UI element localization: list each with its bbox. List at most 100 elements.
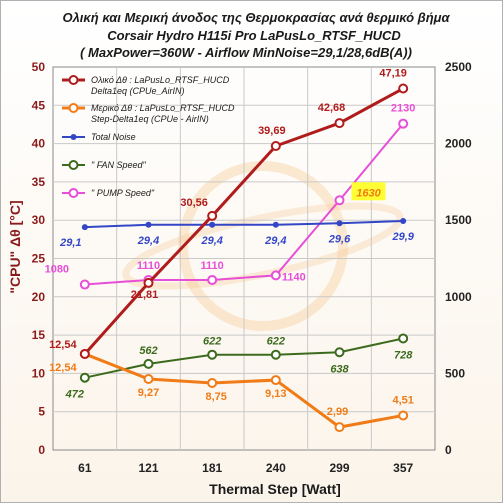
- series-2-data-label: 29,6: [328, 233, 351, 245]
- series-3-point: [207, 349, 218, 360]
- series-0-point: [207, 210, 218, 221]
- series-3-data-label: 562: [139, 345, 157, 357]
- series-0-point: [398, 83, 409, 94]
- series-3-data-label: 728: [394, 349, 413, 361]
- series-1-point: [270, 375, 281, 386]
- y-right-tick-label: 500: [445, 366, 465, 380]
- y-right-tick-label: 1500: [445, 213, 472, 227]
- series-line-0: [83, 87, 404, 355]
- y-right-tick-label: 2500: [445, 60, 472, 74]
- series-1-data-label: 2,99: [327, 406, 348, 418]
- data-labels: 12,54 21,81 30,56 39,69 42,68 47,19 12,54 9,27 8…: [45, 68, 416, 419]
- y-right-tick-label: 1000: [445, 290, 472, 304]
- series-1-point: [143, 373, 154, 384]
- series-1-data-label: 9,13: [265, 388, 286, 400]
- y-left-tick-label: 30: [32, 213, 46, 227]
- series-3-data-label: 622: [203, 336, 221, 348]
- legend-entry-label: Μερικό Δθ : LaPusLo_RTSF_HUCD Step-Delta1…: [91, 103, 235, 124]
- series-4-data-label: 1080: [45, 264, 69, 276]
- x-tick-label: 181: [202, 461, 222, 475]
- series-1-data-label: 4,51: [392, 394, 413, 406]
- series-layer: [79, 83, 409, 433]
- series-0-data-label: 21,81: [131, 289, 159, 301]
- chart-title-line-2: Corsair Hydro H115i Pro LaPusLo_RTSF_HUC…: [107, 28, 401, 43]
- series-4-data-label: 1110: [201, 260, 224, 272]
- series-2-point: [272, 221, 279, 228]
- series-line-1: [84, 352, 404, 429]
- series-4-point: [79, 279, 90, 290]
- chart-title-line-3: ( MaxPower=360W - Airflow MinNoise=29,1/…: [80, 45, 412, 60]
- series-0-data-label: 42,68: [318, 102, 346, 114]
- y-right-tick-label: 2000: [445, 137, 472, 151]
- y-left-tick-label: 20: [32, 290, 46, 304]
- series-2-data-label: 29,1: [59, 237, 81, 249]
- y-left-tick-label: 10: [32, 366, 46, 380]
- y-right-tick-label: 0: [445, 443, 452, 457]
- series-2-data-label: 29,4: [137, 235, 159, 247]
- y-axis-label: "CPU" Δθ [°C]: [7, 200, 23, 293]
- y-left-tick-label: 35: [32, 175, 46, 189]
- series-1-data-label: 12,54: [49, 362, 77, 374]
- series-3-data-label: 472: [65, 389, 84, 401]
- legend-entry-label: " FAN Speed": [91, 160, 147, 170]
- legend-swatch-marker: [68, 188, 79, 198]
- series-3-data-label: 638: [330, 363, 349, 375]
- series-line-3: [84, 337, 404, 379]
- series-1-point: [398, 410, 409, 421]
- series-4-point: [334, 195, 345, 206]
- series-2-data-label: 29,9: [391, 231, 414, 243]
- series-0-data-label: 12,54: [49, 339, 77, 351]
- series-2-point: [145, 221, 152, 228]
- x-tick-label: 61: [78, 461, 92, 475]
- legend-swatch-marker: [68, 160, 79, 170]
- y-left-tick-label: 0: [38, 443, 45, 457]
- series-0-data-label: 39,69: [258, 125, 286, 137]
- x-axis-label: Thermal Step [Watt]: [209, 481, 341, 497]
- series-3-point: [143, 358, 154, 369]
- legend-swatch-marker: [68, 103, 79, 113]
- series-4-point: [270, 270, 281, 281]
- series-1-data-label: 8,75: [205, 391, 226, 403]
- watermark-orbit: [122, 202, 404, 290]
- series-4-point: [207, 274, 218, 285]
- series-3-point: [79, 372, 90, 383]
- series-0-point: [143, 277, 154, 288]
- series-1-point: [334, 422, 345, 433]
- pump-speed-data-label: 1630: [356, 187, 381, 199]
- series-0-point: [334, 118, 345, 129]
- highlight-box: [351, 182, 386, 201]
- legend-entry-label: Ολικό Δθ : LaPusLo_RTSF_HUCD Delta1eq (CP…: [91, 75, 230, 96]
- series-0-data-label: 30,56: [180, 197, 208, 209]
- x-tick-label: 299: [329, 461, 349, 475]
- series-2-data-label: 29,4: [200, 235, 222, 247]
- series-2-point: [400, 217, 407, 224]
- series-0-point: [270, 140, 281, 151]
- y-left-tick-label: 40: [32, 137, 46, 151]
- series-1-data-label: 9,27: [138, 387, 159, 399]
- y-left-tick-label: 45: [32, 98, 46, 112]
- series-1-point: [207, 377, 218, 388]
- series-2-point: [209, 221, 216, 228]
- series-0-data-label: 47,19: [379, 68, 407, 80]
- series-4-point: [398, 118, 409, 129]
- x-tick-label: 357: [393, 461, 413, 475]
- series-3-point: [270, 349, 281, 360]
- series-line-2: [84, 219, 404, 229]
- legend-entry-label: " PUMP Speed": [91, 188, 155, 198]
- series-2-point: [336, 220, 343, 227]
- y-left-tick-label: 25: [32, 252, 46, 266]
- x-tick-label: 121: [138, 461, 158, 475]
- series-2-data-label: 29,4: [264, 235, 286, 247]
- series-4-data-label: 1140: [282, 271, 306, 283]
- series-3-data-label: 622: [267, 336, 285, 348]
- legend-entry-label: Total Noise: [91, 132, 136, 142]
- legend-swatch-marker: [68, 75, 79, 85]
- legend-swatch-marker: [70, 134, 77, 140]
- series-0-point: [79, 348, 90, 359]
- chart-title-line-1: Ολική και Μερική άνοδος της Θερμοκρασίας…: [62, 10, 450, 25]
- x-tick-label: 240: [266, 461, 286, 475]
- series-2-point: [81, 224, 88, 231]
- y-left-tick-label: 5: [38, 405, 45, 419]
- ticks-layer: 0510152025303540455005001000150020002500…: [32, 60, 472, 475]
